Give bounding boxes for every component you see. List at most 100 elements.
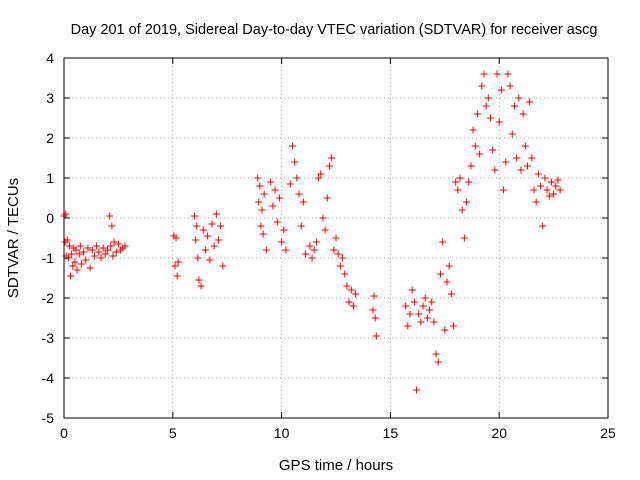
- data-point: [262, 246, 270, 254]
- data-point: [532, 198, 540, 206]
- data-point: [463, 198, 471, 206]
- data-point: [554, 176, 562, 184]
- data-point: [286, 180, 294, 188]
- data-point: [419, 302, 427, 310]
- data-point: [454, 186, 462, 194]
- data-point: [456, 174, 464, 182]
- data-point: [508, 130, 516, 138]
- data-point: [489, 146, 497, 154]
- data-point: [523, 162, 531, 170]
- data-point: [110, 238, 118, 246]
- data-point: [539, 222, 547, 230]
- data-point: [258, 206, 266, 214]
- data-point: [255, 198, 263, 206]
- data-point: [473, 110, 481, 118]
- data-point: [450, 322, 458, 330]
- data-point: [197, 282, 205, 290]
- data-point: [192, 236, 200, 244]
- data-point: [506, 82, 514, 90]
- data-point: [482, 102, 490, 110]
- data-point: [515, 94, 523, 102]
- data-point: [447, 290, 455, 298]
- data-point: [212, 210, 220, 218]
- y-tick-label: -5: [42, 410, 55, 426]
- data-point: [556, 186, 564, 194]
- data-point: [275, 194, 283, 202]
- data-point: [334, 250, 342, 258]
- data-point: [484, 94, 492, 102]
- data-point: [107, 242, 115, 250]
- data-point: [452, 178, 460, 186]
- data-point: [302, 250, 310, 258]
- data-point: [121, 242, 129, 250]
- data-point: [423, 314, 431, 322]
- data-point: [491, 166, 499, 174]
- data-point: [114, 240, 122, 248]
- data-point: [63, 236, 71, 244]
- x-tick-label: 20: [491, 425, 507, 441]
- data-point: [280, 226, 288, 234]
- grid-lines: [64, 58, 608, 418]
- data-point: [408, 286, 416, 294]
- data-point: [269, 202, 277, 210]
- data-point: [513, 154, 521, 162]
- data-point: [543, 186, 551, 194]
- data-point: [486, 114, 494, 122]
- data-point: [68, 250, 76, 258]
- data-point: [371, 314, 379, 322]
- data-point: [72, 246, 80, 254]
- data-point: [171, 262, 179, 270]
- data-points: [60, 70, 564, 394]
- data-point: [312, 238, 320, 246]
- data-point: [510, 102, 518, 110]
- data-point: [82, 256, 90, 264]
- data-point: [332, 234, 340, 242]
- data-point: [73, 266, 81, 274]
- data-point: [191, 212, 199, 220]
- data-point: [369, 306, 377, 314]
- data-point: [306, 242, 314, 250]
- data-point: [339, 254, 347, 262]
- data-point: [519, 110, 527, 118]
- data-point: [476, 150, 484, 158]
- y-tick-label: -4: [42, 370, 55, 386]
- data-point: [465, 178, 473, 186]
- data-point: [174, 258, 182, 266]
- data-point: [421, 294, 429, 302]
- data-point: [502, 158, 510, 166]
- data-point: [495, 118, 503, 126]
- data-point: [95, 248, 103, 256]
- data-point: [210, 242, 218, 250]
- data-point: [199, 226, 207, 234]
- data-point: [288, 142, 296, 150]
- y-tick-label: 2: [46, 130, 54, 146]
- data-point: [80, 248, 88, 256]
- data-point: [112, 248, 120, 256]
- data-point: [194, 254, 202, 262]
- data-point: [345, 298, 353, 306]
- y-tick-label: -1: [42, 250, 55, 266]
- data-point: [106, 212, 114, 220]
- data-point: [478, 82, 486, 90]
- data-point: [99, 244, 107, 252]
- data-point: [521, 142, 529, 150]
- x-tick-label: 25: [600, 425, 616, 441]
- data-point: [172, 234, 180, 242]
- data-point: [443, 278, 451, 286]
- data-point: [195, 276, 203, 284]
- data-point: [295, 190, 303, 198]
- data-point: [552, 182, 560, 190]
- data-point: [308, 254, 316, 262]
- data-point: [97, 254, 105, 262]
- data-point: [310, 246, 318, 254]
- data-point: [341, 270, 349, 278]
- data-point: [328, 154, 336, 162]
- data-point: [299, 198, 307, 206]
- data-point: [259, 230, 267, 238]
- data-point: [69, 262, 77, 270]
- y-tick-label: 3: [46, 90, 54, 106]
- data-point: [75, 250, 83, 258]
- x-tick-label: 5: [169, 425, 177, 441]
- data-point: [426, 306, 434, 314]
